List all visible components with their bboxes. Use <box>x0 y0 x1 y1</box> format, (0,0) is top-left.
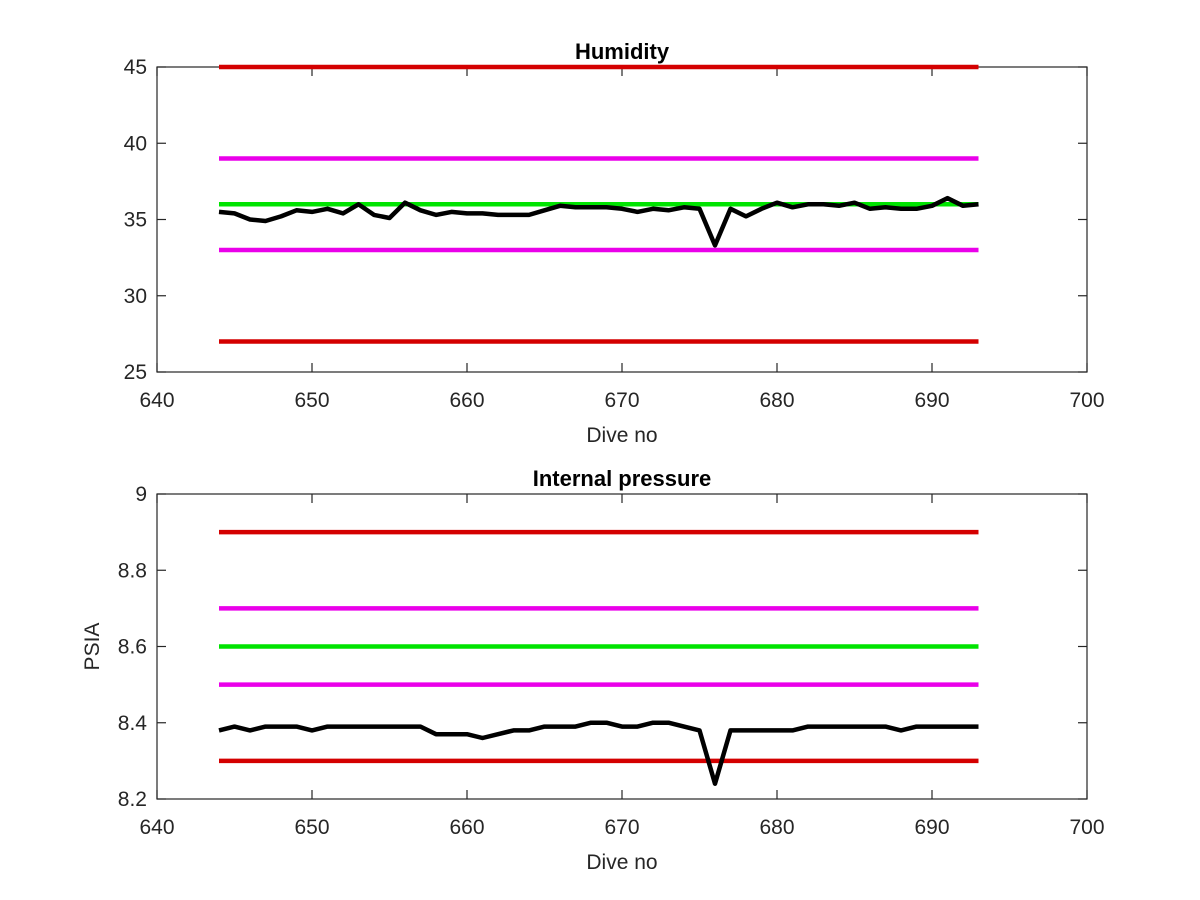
y-tick-label: 8.6 <box>118 636 147 659</box>
chart-title: Humidity <box>575 39 670 64</box>
series-line <box>218 195 979 248</box>
x-tick-label: 640 <box>139 816 174 839</box>
x-tick-label: 690 <box>914 816 949 839</box>
x-tick-label: 670 <box>604 389 639 412</box>
y-tick-label: 35 <box>124 209 147 232</box>
x-tick-label: 690 <box>914 389 949 412</box>
x-tick-label: 660 <box>449 816 484 839</box>
x-tick-label: 700 <box>1069 816 1104 839</box>
x-tick-label: 650 <box>294 816 329 839</box>
internal-pressure-chart: 640 650 660 670 680 690 700 8.2 8.4 8.6 8.8 9 Intern… <box>81 466 1105 874</box>
chart-title: Internal pressure <box>533 466 712 491</box>
y-axis-label: PSIA <box>81 623 104 671</box>
x-tick-label: 650 <box>294 389 329 412</box>
x-axis-label: Dive no <box>586 424 657 447</box>
x-tick-label: 640 <box>139 389 174 412</box>
y-tick-label: 30 <box>124 285 147 308</box>
humidity-chart: 640 650 660 670 680 690 700 25 30 35 40 45 Humidity D… <box>124 39 1105 447</box>
y-tick-label: 8.8 <box>118 559 147 582</box>
x-tick-label: 670 <box>604 816 639 839</box>
y-tick-label: 8.2 <box>118 788 147 811</box>
x-tick-label: 660 <box>449 389 484 412</box>
y-tick-label: 45 <box>124 56 147 79</box>
x-tick-label: 700 <box>1069 389 1104 412</box>
y-tick-label: 40 <box>124 132 147 155</box>
series-line <box>218 720 979 786</box>
y-tick-label: 9 <box>135 483 147 506</box>
x-tick-label: 680 <box>759 816 794 839</box>
y-tick-label: 25 <box>124 361 147 384</box>
x-axis-label: Dive no <box>586 851 657 874</box>
x-tick-label: 680 <box>759 389 794 412</box>
y-tick-label: 8.4 <box>118 712 148 735</box>
